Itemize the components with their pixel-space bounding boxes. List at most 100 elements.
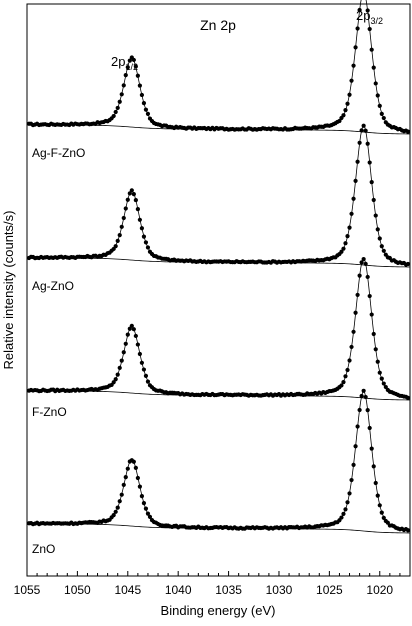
x-tick-label-1020: 1020 — [366, 583, 393, 597]
data-point — [143, 240, 149, 245]
data-point — [133, 465, 138, 471]
data-point — [131, 191, 136, 197]
data-point — [137, 83, 142, 88]
data-point — [347, 92, 352, 97]
series-label-f-zno: F-ZnO — [32, 405, 67, 419]
data-point — [379, 510, 384, 515]
peak-label-2p12-sub: 1/2 — [125, 62, 138, 72]
data-point — [119, 358, 124, 363]
data-point — [129, 188, 134, 193]
data-point — [339, 515, 344, 520]
data-point — [135, 342, 140, 347]
fit-envelope-f-zno — [27, 257, 411, 398]
data-point — [143, 506, 149, 511]
data-point — [377, 103, 382, 108]
data-point — [381, 115, 386, 121]
data-point — [113, 244, 118, 249]
data-point — [125, 466, 130, 471]
data-point — [381, 248, 386, 253]
x-tick-label-1035: 1035 — [215, 583, 242, 597]
data-point — [135, 73, 140, 78]
chart-title: Zn 2p — [200, 17, 236, 33]
data-point — [133, 197, 138, 203]
data-point — [365, 141, 370, 146]
fit-envelope-zno — [27, 390, 411, 531]
data-point — [117, 233, 122, 238]
data-point — [345, 500, 350, 505]
data-point — [353, 178, 358, 183]
data-point — [343, 507, 348, 512]
data-point — [115, 238, 120, 244]
data-point — [117, 365, 122, 370]
data-point — [139, 494, 144, 499]
data-point — [337, 118, 342, 124]
series-label-zno: ZnO — [32, 542, 55, 556]
data-point — [127, 191, 132, 196]
data-point — [369, 180, 374, 185]
data-point — [375, 227, 380, 232]
data-point — [141, 234, 147, 239]
series-ag-zno — [26, 123, 411, 268]
data-point — [377, 503, 382, 508]
data-point — [111, 513, 116, 518]
data-point — [113, 109, 118, 115]
data-point — [365, 408, 370, 413]
data-point — [349, 78, 354, 83]
data-point — [145, 379, 151, 384]
data-point — [139, 360, 144, 365]
data-point — [141, 367, 147, 372]
data-point — [113, 509, 118, 514]
data-point — [371, 65, 376, 70]
data-point — [121, 350, 126, 355]
data-point — [365, 274, 370, 280]
data-point — [375, 359, 380, 364]
data-point — [355, 26, 360, 31]
data-point — [117, 99, 122, 104]
data-point — [365, 8, 370, 13]
data-point — [137, 484, 142, 489]
data-point — [127, 58, 132, 63]
data-point — [381, 381, 386, 386]
data-point — [351, 329, 356, 334]
data-point — [379, 244, 384, 249]
data-point — [129, 323, 134, 328]
data-point — [371, 197, 376, 203]
data-point — [345, 101, 350, 106]
x-tick-label-1045: 1045 — [114, 583, 141, 597]
data-point — [405, 129, 411, 134]
data-point — [339, 383, 344, 388]
data-point — [141, 501, 147, 506]
data-point — [115, 105, 120, 111]
data-point — [373, 480, 378, 486]
peak-label-2p12: 2p1/2 — [111, 54, 138, 72]
data-point — [343, 374, 348, 379]
data-point — [131, 459, 136, 464]
data-point — [143, 373, 149, 378]
series-zno — [26, 388, 411, 534]
data-point — [361, 123, 366, 128]
data-point — [123, 73, 128, 78]
data-point — [125, 332, 130, 337]
data-point — [369, 312, 374, 317]
data-point — [137, 351, 142, 357]
data-point — [383, 384, 388, 390]
data-point — [355, 424, 360, 429]
data-point — [117, 499, 122, 504]
peak-label-2p32: 2p3/2 — [356, 8, 383, 26]
series-label-ag-zno: Ag-ZnO — [32, 279, 74, 293]
data-point — [351, 196, 356, 201]
data-point — [139, 226, 144, 231]
data-point — [131, 327, 136, 332]
data-point — [355, 292, 360, 298]
data-point — [135, 475, 140, 481]
x-axis-label: Binding energy (eV) — [161, 603, 276, 618]
data-point — [133, 333, 138, 339]
data-point — [367, 26, 372, 32]
data-point — [351, 63, 356, 68]
data-point — [379, 111, 384, 116]
data-point — [135, 207, 140, 212]
data-point — [355, 159, 360, 164]
data-point — [349, 477, 354, 483]
data-point — [123, 475, 128, 480]
